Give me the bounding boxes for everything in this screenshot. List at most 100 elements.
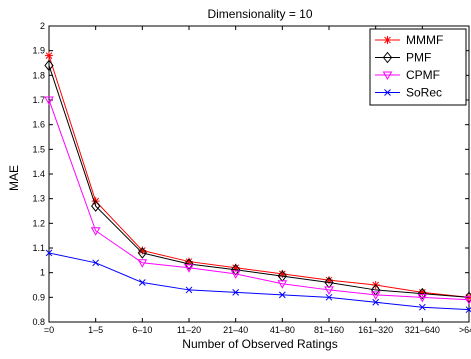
marker-shape [44,59,54,72]
x-tick-label: 81–160 [314,325,344,335]
y-tick-label: 1.7 [32,95,45,105]
data-point-pmf [417,287,427,300]
marker-stroke [384,89,391,96]
data-point-cpmf [277,280,288,289]
data-point-pmf [231,263,241,276]
marker-stroke [45,249,53,257]
marker-stroke [418,303,426,311]
x-axis-label: Number of Observed Ratings [182,337,337,351]
marker-stroke [384,36,391,44]
y-tick-label: 1.4 [32,169,45,179]
data-point-cpmf [464,296,471,305]
marker-shape [417,287,427,300]
data-point-pmf [44,59,54,72]
marker-shape [137,259,148,268]
y-tick-label: 1 [40,268,45,278]
x-tick-label: 6–10 [132,325,152,335]
marker-shape [137,247,147,259]
data-point-cpmf [90,227,101,236]
legend-label-mmmf: MMMF [406,33,443,47]
data-point-cpmf [184,264,194,273]
marker-shape [184,264,194,273]
marker-stroke [372,298,380,306]
data-point-sorec [465,306,471,314]
legend-label-sorec: SoRec [406,86,442,100]
y-tick-label: 1.3 [32,194,45,204]
legend-marker-sorec [384,89,391,96]
x-tick-label: 161–320 [358,325,393,335]
marker-shape [324,276,334,289]
data-point-sorec [278,291,286,299]
marker-stroke [232,289,240,296]
y-tick-label: 0.8 [32,317,45,327]
y-tick-label: 1.5 [32,144,45,154]
marker-shape [464,291,471,304]
data-point-mmmf [45,51,53,60]
data-point-pmf [184,258,194,270]
marker-stroke [278,291,286,299]
data-point-pmf [91,200,101,212]
series-line-mmmf [48,55,470,298]
data-point-sorec [372,298,380,306]
data-point-cpmf [370,291,381,300]
x-tick-label: 321–640 [405,325,440,335]
data-point-cpmf [324,286,334,295]
x-tick-label: =0 [44,325,54,335]
marker-shape [231,263,241,276]
marker-stroke [325,293,333,301]
marker-shape [91,200,101,212]
chart-title: Dimensionality = 10 [207,7,312,21]
data-point-sorec [418,303,426,311]
y-tick-label: 1.2 [32,218,45,228]
marker-shape [370,291,381,300]
data-point-cpmf [137,259,148,268]
data-point-sorec [138,279,146,286]
marker-shape [230,270,241,279]
marker-stroke [92,259,100,267]
marker-shape [90,227,101,236]
marker-shape [382,71,393,81]
x-tick-label: 1–5 [88,325,103,335]
data-point-pmf [464,291,471,304]
legend-marker-mmmf [383,36,392,44]
legend-marker-pmf [382,51,393,64]
data-point-sorec [185,286,193,294]
marker-shape [184,258,194,270]
marker-shape [464,296,471,305]
data-point-sorec [45,249,53,257]
series-line-pmf [48,65,470,298]
plot-area: 0.8 0.9 1 1.1 1.2 1.3 1.4 1.5 1.6 1.7 1.8 1.9 2 =0 1–5… [32,21,471,335]
data-point-sorec [232,289,240,296]
y-tick-label: 1.1 [32,243,45,253]
legend-label-pmf: PMF [406,51,431,65]
data-point-sorec [92,259,100,267]
legend: MMMF PMF CPMF SoRec [369,28,467,106]
legend-marker-cpmf [382,71,393,81]
marker-shape [417,293,428,303]
x-tick-label: 11–20 [177,325,201,335]
x-tick-label: 21–40 [223,325,248,335]
x-tick-label: >640 [459,325,471,335]
marker-shape [277,280,288,289]
y-tick-label: 1.6 [32,120,45,130]
data-point-pmf [137,247,147,259]
y-axis-label: MAE [7,165,21,191]
data-point-sorec [325,293,333,301]
marker-stroke [465,306,471,314]
x-tick-label: 41–80 [270,325,295,335]
data-point-cpmf [417,293,428,303]
marker-stroke [138,279,146,286]
marker-shape [324,286,334,295]
y-tick-label: 1.9 [32,46,45,56]
series-line-cpmf [48,99,470,301]
marker-stroke [185,286,193,294]
marker-shape [382,51,393,64]
marker-shape [44,96,54,106]
y-tick-label: 1.8 [32,70,45,80]
data-point-pmf [324,276,334,289]
data-point-cpmf [44,96,54,106]
marker-stroke [138,247,146,254]
marker-stroke [45,52,53,59]
